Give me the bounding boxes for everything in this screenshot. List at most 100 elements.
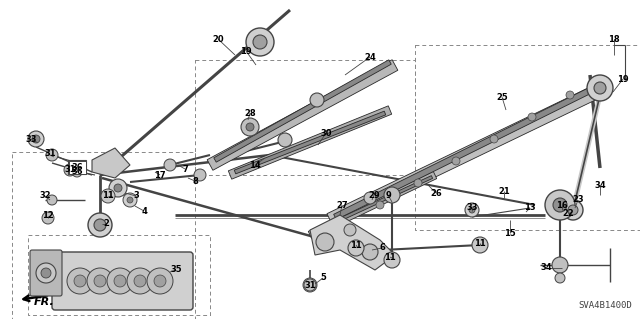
Circle shape — [46, 149, 58, 161]
Polygon shape — [308, 171, 436, 239]
Text: 31: 31 — [304, 280, 316, 290]
Circle shape — [94, 275, 106, 287]
Circle shape — [528, 113, 536, 121]
Polygon shape — [312, 176, 433, 234]
Text: 33: 33 — [467, 204, 477, 212]
Circle shape — [253, 35, 267, 49]
Circle shape — [101, 189, 115, 203]
Circle shape — [147, 268, 173, 294]
Circle shape — [344, 224, 356, 236]
Text: 19: 19 — [617, 75, 629, 84]
Text: 13: 13 — [524, 204, 536, 212]
Circle shape — [310, 93, 324, 107]
Text: 16: 16 — [556, 201, 568, 210]
Circle shape — [472, 237, 488, 253]
Text: 33: 33 — [25, 135, 36, 144]
Circle shape — [28, 131, 44, 147]
Circle shape — [134, 275, 146, 287]
Text: 22: 22 — [562, 210, 574, 219]
Circle shape — [67, 268, 93, 294]
FancyBboxPatch shape — [30, 250, 62, 296]
Text: 26: 26 — [430, 189, 442, 197]
Circle shape — [545, 190, 575, 220]
Text: SVA4B1400D: SVA4B1400D — [579, 301, 632, 310]
Circle shape — [566, 91, 574, 99]
Circle shape — [376, 201, 384, 209]
Circle shape — [241, 118, 259, 136]
Circle shape — [362, 244, 378, 260]
Circle shape — [42, 212, 54, 224]
Polygon shape — [228, 106, 392, 179]
Circle shape — [123, 193, 137, 207]
Circle shape — [304, 279, 316, 291]
Circle shape — [127, 197, 133, 203]
Text: 15: 15 — [504, 228, 516, 238]
Circle shape — [384, 187, 400, 203]
Text: 31: 31 — [64, 166, 76, 174]
Circle shape — [72, 167, 82, 177]
Circle shape — [87, 268, 113, 294]
Circle shape — [587, 75, 613, 101]
Circle shape — [568, 205, 578, 215]
Polygon shape — [207, 60, 398, 170]
Circle shape — [194, 169, 206, 181]
Circle shape — [94, 219, 106, 231]
Text: 28: 28 — [244, 108, 256, 117]
Text: 2: 2 — [103, 219, 109, 228]
Circle shape — [490, 135, 498, 143]
Circle shape — [553, 198, 567, 212]
Circle shape — [246, 28, 274, 56]
Circle shape — [109, 179, 127, 197]
Text: 12: 12 — [42, 211, 54, 220]
Text: 23: 23 — [572, 196, 584, 204]
Circle shape — [278, 133, 292, 147]
Circle shape — [47, 195, 57, 205]
Circle shape — [303, 278, 317, 292]
Circle shape — [88, 213, 112, 237]
Text: 17: 17 — [154, 170, 166, 180]
Circle shape — [316, 233, 334, 251]
Circle shape — [594, 82, 606, 94]
Text: 5: 5 — [320, 273, 326, 283]
Text: 18: 18 — [608, 34, 620, 43]
Text: 32: 32 — [39, 191, 51, 201]
Polygon shape — [310, 215, 395, 270]
Text: 35: 35 — [170, 265, 182, 275]
Text: 27: 27 — [336, 201, 348, 210]
Circle shape — [164, 159, 176, 171]
FancyBboxPatch shape — [52, 252, 193, 310]
Text: 25: 25 — [496, 93, 508, 101]
Circle shape — [32, 135, 40, 143]
Text: 19: 19 — [240, 47, 252, 56]
Polygon shape — [333, 85, 596, 220]
Text: 24: 24 — [364, 53, 376, 62]
Circle shape — [246, 123, 254, 131]
Circle shape — [154, 275, 166, 287]
Circle shape — [74, 275, 86, 287]
Circle shape — [107, 268, 133, 294]
Circle shape — [364, 192, 376, 204]
Text: 20: 20 — [212, 34, 224, 43]
Text: 36: 36 — [71, 162, 83, 172]
Circle shape — [114, 184, 122, 192]
Circle shape — [469, 207, 475, 213]
Text: 7: 7 — [182, 165, 188, 174]
Text: 11: 11 — [384, 253, 396, 262]
Polygon shape — [234, 111, 386, 174]
Circle shape — [563, 200, 583, 220]
Text: 30: 30 — [320, 129, 332, 137]
Text: 36: 36 — [71, 167, 83, 176]
Circle shape — [348, 240, 364, 256]
Text: 34: 34 — [540, 263, 552, 272]
Circle shape — [41, 268, 51, 278]
Text: 11: 11 — [102, 191, 114, 201]
Text: 9: 9 — [385, 190, 391, 199]
Text: 3: 3 — [133, 191, 139, 201]
Text: 11: 11 — [350, 241, 362, 249]
Text: 34: 34 — [594, 182, 606, 190]
Circle shape — [414, 179, 422, 187]
FancyBboxPatch shape — [68, 160, 86, 174]
Text: 29: 29 — [368, 190, 380, 199]
Circle shape — [127, 268, 153, 294]
Text: 31: 31 — [44, 150, 56, 159]
